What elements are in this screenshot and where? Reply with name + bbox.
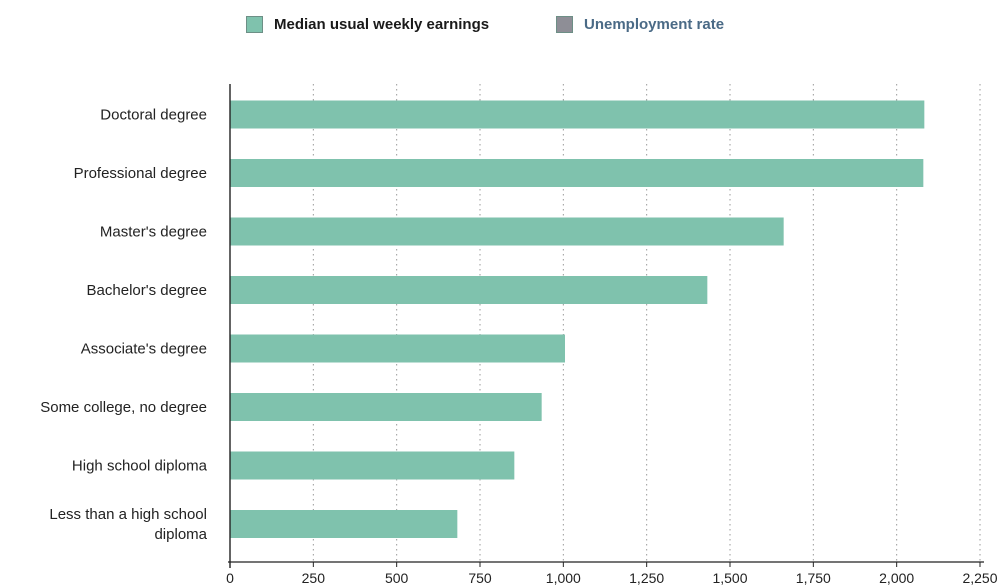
chart-legend: Median usual weekly earnings Unemploymen…: [0, 12, 1005, 36]
legend-item-unemployment-rate[interactable]: Unemployment rate: [556, 12, 724, 36]
legend-item-median-weekly-earnings[interactable]: Median usual weekly earnings: [246, 12, 489, 36]
category-label: Some college, no degree: [40, 399, 207, 416]
bars: [230, 100, 925, 538]
x-tick-label: 2,000: [879, 570, 914, 586]
category-label: Associate's degree: [81, 341, 207, 358]
x-tick-label: 0: [226, 570, 234, 586]
category-label: Less than a high school: [49, 506, 207, 523]
legend-label-unemployment-rate: Unemployment rate: [584, 15, 725, 33]
x-tick-label: 1,500: [712, 570, 747, 586]
bar: [230, 451, 515, 480]
x-tick-label: 750: [468, 570, 492, 586]
bar: [230, 510, 458, 538]
bar: [230, 159, 924, 187]
x-tick-label: 1,750: [796, 570, 831, 586]
category-label: Bachelor's degree: [87, 282, 207, 299]
category-label: High school diploma: [72, 458, 208, 475]
category-label: diploma: [154, 526, 207, 543]
labels: 0 250 500 750 1,000 1,250 1,500 1,750 2,000 2,250…: [40, 107, 998, 587]
x-tick-label: 1,250: [629, 570, 664, 586]
legend-label-median-weekly-earnings: Median usual weekly earnings: [274, 15, 490, 33]
axes: [228, 84, 984, 568]
x-tick-label: 500: [385, 570, 409, 586]
bar: [230, 334, 565, 363]
bar: [230, 276, 708, 304]
legend-swatch-unemployment-rate: [556, 15, 573, 33]
gridlines: [312, 84, 981, 562]
bar: [230, 393, 542, 421]
category-label: Professional degree: [74, 165, 207, 182]
x-tick-label: 2,250: [962, 570, 997, 586]
x-tick-label: 1,000: [546, 570, 581, 586]
bar: [230, 217, 784, 246]
bar: [230, 100, 925, 129]
category-label: Doctoral degree: [100, 107, 207, 124]
legend-swatch-median-weekly-earnings: [246, 15, 263, 33]
x-tick-label: 250: [302, 570, 326, 586]
category-label: Master's degree: [100, 224, 207, 241]
